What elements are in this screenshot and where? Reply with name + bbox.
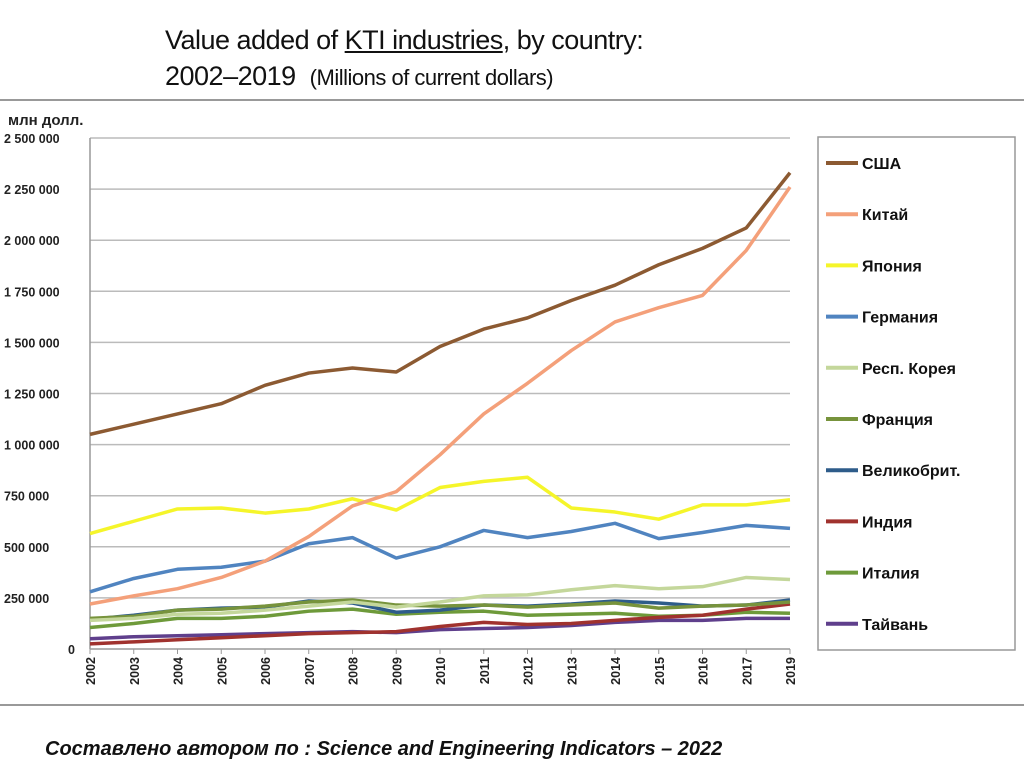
- title-units: (Millions of current dollars): [309, 65, 554, 90]
- title-years: 2002–2019: [165, 61, 296, 91]
- x-tick-label: 2008: [347, 657, 361, 685]
- x-tick-label: 2019: [784, 657, 798, 685]
- legend-label: Франция: [862, 412, 933, 429]
- x-tick-label: 2005: [215, 657, 229, 685]
- y-tick-label: 1 250 000: [4, 388, 60, 402]
- y-tick-label: 0: [68, 643, 75, 657]
- legend-label: Италия: [862, 566, 920, 583]
- x-tick-label: 2002: [84, 657, 98, 685]
- chart-title: Value added of KTI industries, by countr…: [165, 22, 644, 96]
- legend-label: Великобрит.: [862, 463, 960, 480]
- y-tick-label: 500 000: [4, 541, 49, 555]
- x-tick-label: 2014: [609, 657, 623, 685]
- legend-label: Индия: [862, 514, 913, 531]
- title-line1-pre: Value added of: [165, 25, 345, 55]
- source-note: Составлено автором по : Science and Engi…: [45, 738, 723, 760]
- x-tick-label: 2010: [434, 657, 448, 685]
- y-axis-label: млн долл.: [8, 112, 83, 129]
- y-tick-label: 750 000: [4, 490, 49, 504]
- title-kti-link[interactable]: KTI industries: [344, 25, 504, 55]
- y-tick-label: 1 000 000: [4, 439, 60, 453]
- series-line-Япония: [89, 475, 791, 536]
- legend-label: Китай: [862, 207, 908, 224]
- x-tick-label: 2013: [565, 657, 579, 685]
- y-tick-label: 2 500 000: [4, 132, 60, 146]
- series-line-Респ-Корея: [89, 575, 791, 623]
- legend-label: США: [862, 156, 902, 173]
- x-tick-label: 2017: [740, 657, 754, 685]
- y-tick-label: 1 750 000: [4, 285, 60, 299]
- legend-label: Тайвань: [862, 617, 928, 634]
- x-tick-label: 2016: [697, 657, 711, 685]
- series-line-США: [89, 171, 792, 437]
- x-tick-label: 2003: [128, 657, 142, 685]
- x-tick-label: 2011: [478, 657, 492, 684]
- legend-box: [817, 136, 1016, 651]
- x-tick-label: 2009: [390, 657, 404, 685]
- series-line-Китай: [89, 186, 792, 606]
- series-line-Франция: [89, 598, 791, 621]
- legend-label: Респ. Корея: [862, 361, 956, 378]
- legend-label: Германия: [862, 310, 938, 327]
- y-tick-label: 2 000 000: [4, 234, 60, 248]
- x-tick-label: 2004: [172, 657, 186, 685]
- y-tick-label: 250 000: [4, 592, 49, 606]
- y-tick-label: 1 500 000: [4, 336, 60, 350]
- series-line-Тайвань: [89, 616, 790, 641]
- title-line1-post: , by country:: [502, 25, 644, 55]
- x-tick-label: 2012: [522, 657, 536, 685]
- legend-label: Япония: [862, 258, 922, 275]
- x-tick-label: 2015: [653, 657, 667, 685]
- x-tick-label: 2007: [303, 657, 317, 685]
- y-tick-label: 2 250 000: [4, 183, 60, 197]
- series-line-Индия: [89, 602, 791, 646]
- series-line-Германия: [89, 521, 791, 594]
- x-tick-label: 2006: [259, 657, 273, 685]
